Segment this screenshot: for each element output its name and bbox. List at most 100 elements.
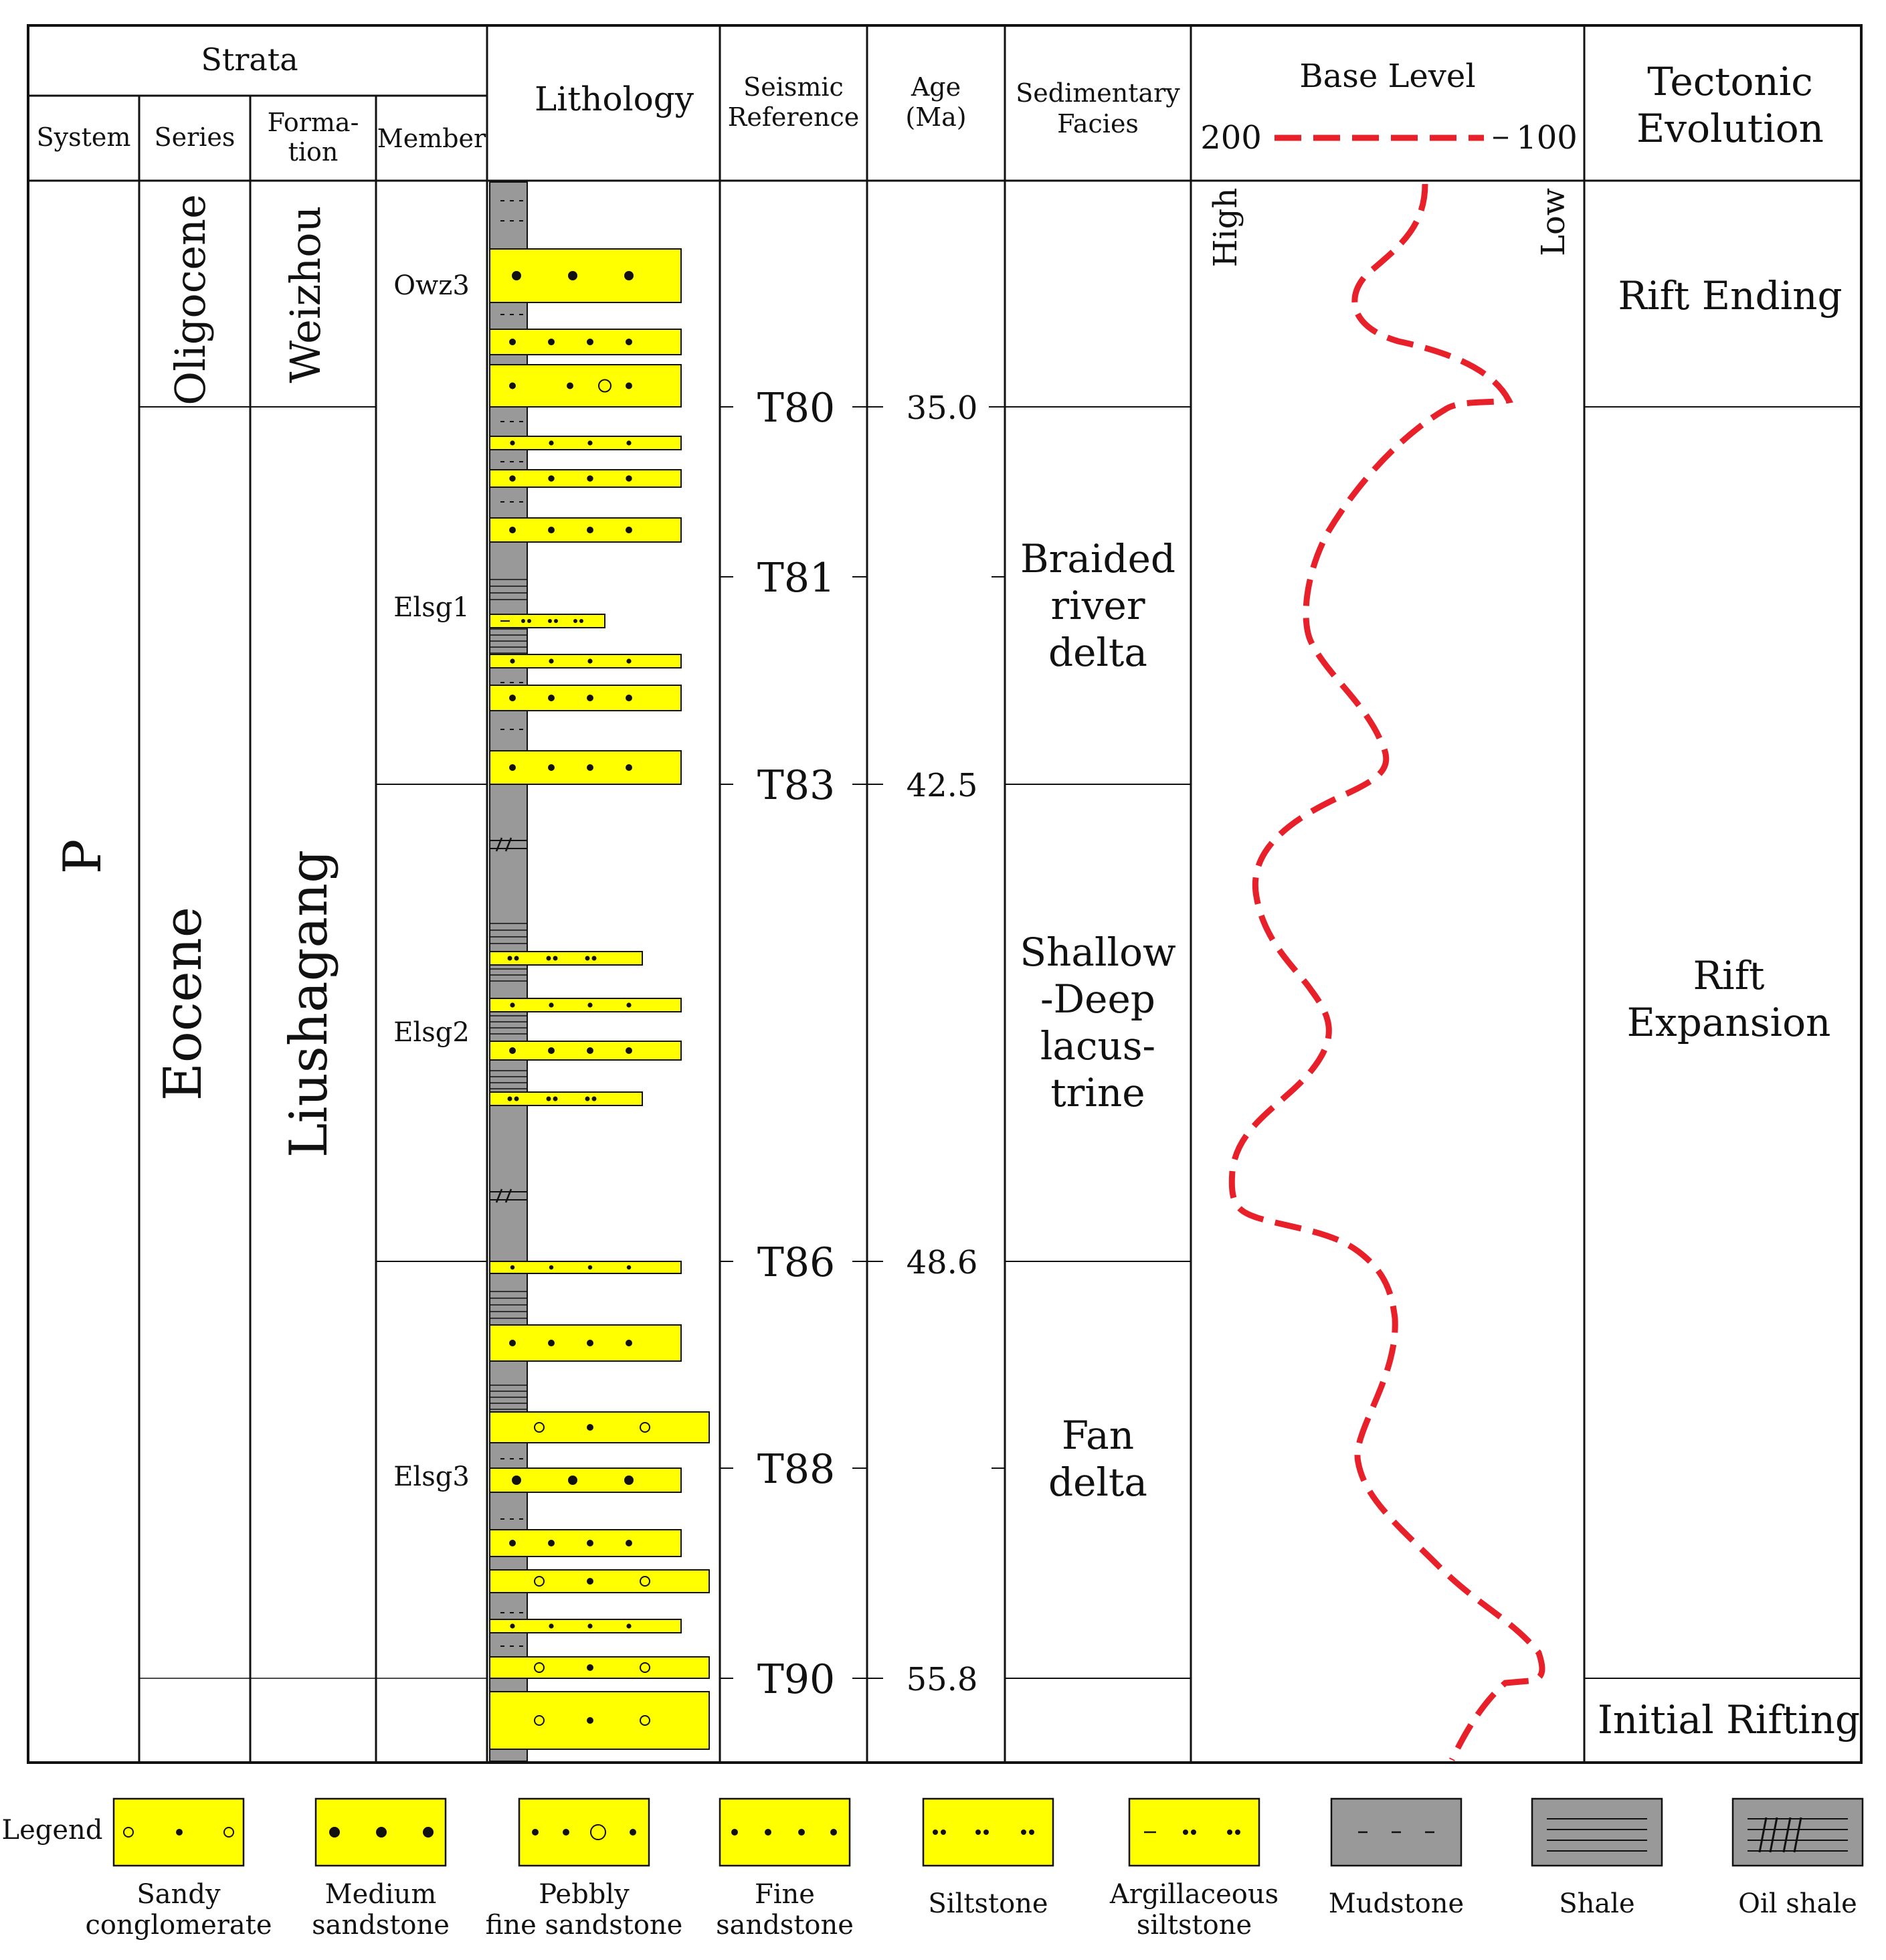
fine-sand-dot xyxy=(626,440,632,446)
age-48-6: 48.6 xyxy=(907,1244,978,1281)
legend-swatch xyxy=(719,1797,851,1867)
conglomerate-dot xyxy=(587,1578,593,1585)
sand-bed-argsilt xyxy=(489,614,605,628)
fine-sand-dot xyxy=(509,475,516,482)
sand-bed-fine xyxy=(489,436,682,450)
sand-bed-medium xyxy=(489,1467,682,1493)
series-eocene: Eocene xyxy=(153,907,213,1101)
silt-dot xyxy=(507,1096,512,1101)
seismic-t83: T83 xyxy=(757,762,835,809)
legend-dot xyxy=(983,1830,989,1835)
lithology-column xyxy=(489,181,710,1762)
silt-dot xyxy=(553,956,558,961)
medium-sand-dot xyxy=(568,1476,577,1485)
sand-bed-fine xyxy=(489,1261,682,1274)
argsilt-dot xyxy=(527,619,531,623)
header-base-level-right: 100 xyxy=(1516,119,1578,157)
oil-shale-slash xyxy=(495,1188,503,1203)
fine-sand-dot xyxy=(549,440,554,446)
sand-bed-rect xyxy=(489,1656,710,1679)
argsilt-dot xyxy=(554,619,558,623)
fine-sand-dot xyxy=(587,658,593,664)
legend-pebble xyxy=(123,1827,134,1838)
legend-label: sandstone xyxy=(716,1910,854,1941)
legend-item-oilshale: Oil shale xyxy=(1731,1797,1864,1919)
fine-sand-dot xyxy=(548,1047,555,1054)
legend-swatch xyxy=(1531,1797,1663,1867)
fine-sand-dot xyxy=(509,1047,516,1054)
fine-sand-dot xyxy=(509,695,516,701)
sand-bed-rect xyxy=(489,685,682,711)
sand-bed-pebbly xyxy=(489,364,682,408)
conglomerate-pebble xyxy=(534,1576,545,1587)
fine-sand-dot xyxy=(548,695,555,701)
fine-sand-dot xyxy=(587,1623,593,1629)
header-system: System xyxy=(37,122,131,152)
sand-bed-silt xyxy=(489,951,643,966)
fine-sand-dot xyxy=(587,1540,593,1546)
legend-title: Legend xyxy=(2,1815,103,1846)
sand-bed-rect xyxy=(489,517,682,543)
tectonic-initial-rifting: Initial Rifting xyxy=(1598,1697,1860,1743)
fine-sand-dot xyxy=(548,475,555,482)
sand-bed-rect xyxy=(489,1691,710,1750)
legend-dot xyxy=(933,1830,938,1835)
silt-dot xyxy=(591,956,597,961)
facies-braided-2: river xyxy=(1050,583,1145,628)
fine-sand-dot xyxy=(587,475,593,482)
facies-lake-2: -Deep xyxy=(1040,976,1155,1022)
sand-bed-rect xyxy=(489,364,682,408)
legend-oil-slash xyxy=(1782,1817,1792,1853)
medium-sand-dot xyxy=(624,1476,634,1485)
base-level-curve xyxy=(1228,183,1545,1762)
sand-bed-fine xyxy=(489,1619,682,1633)
header-age-line2: (Ma) xyxy=(905,102,966,132)
series-oligocene: Oligocene xyxy=(166,194,215,406)
oil-shale-slash xyxy=(504,1188,512,1203)
medium-sand-dot xyxy=(624,271,634,280)
seismic-t86: T86 xyxy=(757,1239,835,1286)
seismic-t88: T88 xyxy=(757,1446,835,1493)
header-member: Member xyxy=(377,124,486,153)
fine-sand-dot xyxy=(587,527,593,533)
member-owz3: Owz3 xyxy=(393,270,470,301)
sand-bed-conglomerate xyxy=(489,1411,710,1443)
fine-sand-dot xyxy=(509,1340,516,1346)
sand-bed-rect xyxy=(489,248,682,303)
silt-dot xyxy=(546,956,551,961)
seismic-labels: T80 T81 T83 T86 T88 T90 xyxy=(757,385,835,1703)
legend-dot xyxy=(830,1829,837,1836)
facies-labels: Braided river delta Shallow -Deep lacus-… xyxy=(1020,536,1175,1505)
argsilt-dot xyxy=(521,619,525,623)
fine-sand-dot xyxy=(626,658,632,664)
legend-dot xyxy=(1227,1830,1232,1835)
conglomerate-dot xyxy=(587,1717,593,1724)
legend-dot xyxy=(630,1829,636,1836)
sand-bed-rect xyxy=(489,1041,682,1061)
seismic-t90: T90 xyxy=(757,1656,835,1703)
legend-label: Fine xyxy=(755,1879,815,1910)
silt-dot xyxy=(585,1096,590,1101)
legend-dot xyxy=(1183,1830,1188,1835)
base-level-low: Low xyxy=(1535,188,1572,256)
formation-liushagang: Liushagang xyxy=(279,850,339,1158)
sand-bed-conglomerate xyxy=(489,1656,710,1679)
facies-lake-3: lacus- xyxy=(1040,1023,1155,1069)
argsilt-dot xyxy=(573,619,577,623)
legend-dot xyxy=(1191,1830,1196,1835)
facies-lake-4: trine xyxy=(1050,1070,1145,1116)
silt-dot xyxy=(553,1096,558,1101)
sand-bed-fine xyxy=(489,685,682,711)
legend-item-mudstone: Mudstone xyxy=(1329,1797,1464,1919)
fine-sand-dot xyxy=(509,764,516,771)
sand-bed-rect xyxy=(489,951,643,966)
sand-bed-rect xyxy=(489,329,682,355)
sand-bed-fine xyxy=(489,1041,682,1061)
facies-braided-3: delta xyxy=(1048,630,1147,675)
medium-sand-dot xyxy=(568,271,577,280)
oil-shale-slash xyxy=(504,837,512,852)
legend-label: Pebbly xyxy=(539,1879,630,1910)
legend-dot xyxy=(563,1829,569,1836)
fine-sand-dot xyxy=(626,1540,632,1546)
